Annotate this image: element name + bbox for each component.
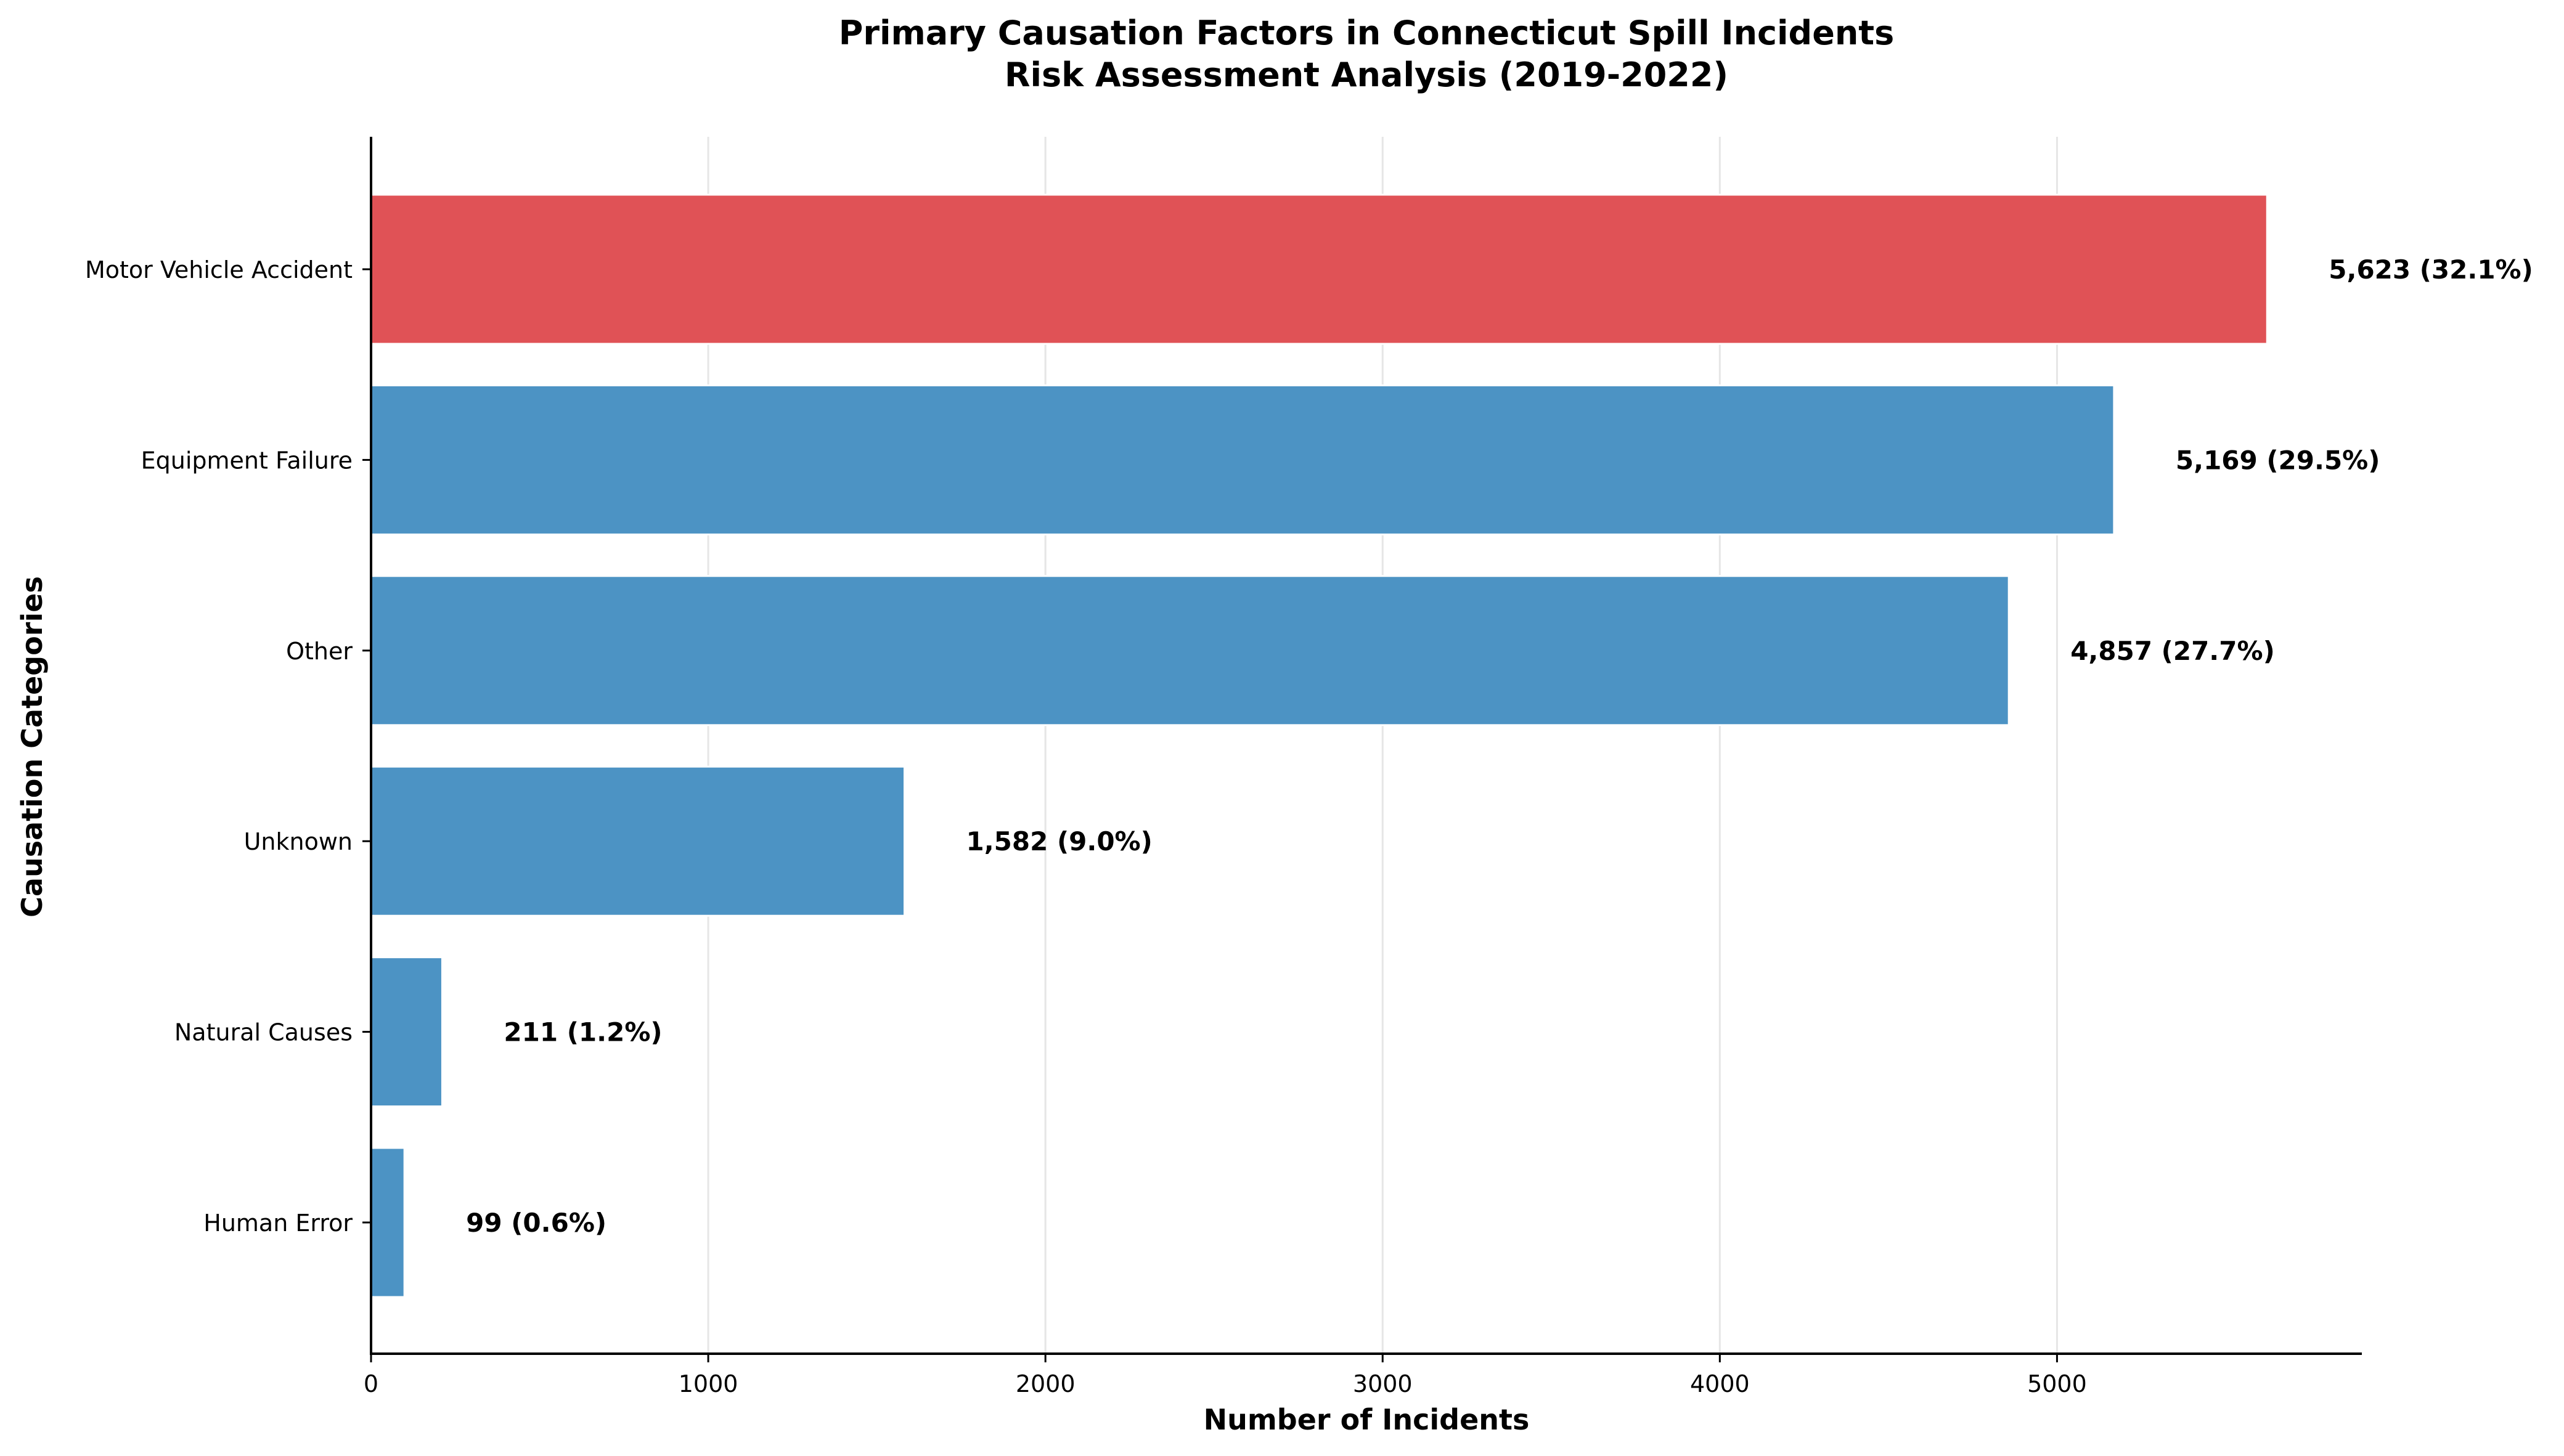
category-label: Other <box>286 638 353 665</box>
y-axis-label: Causation Categories <box>15 576 49 917</box>
x-tick-label: 1000 <box>679 1370 738 1397</box>
label-layer: 0 1000 2000 3000 4000 5000 Motor Vehicle Accid… <box>85 254 2533 1397</box>
x-axis-label: Number of Incidents <box>1204 1403 1530 1436</box>
value-label: 99 (0.6%) <box>466 1208 606 1238</box>
bar <box>370 575 2010 726</box>
value-label: 4,857 (27.7%) <box>2070 636 2275 666</box>
x-tick-label: 2000 <box>1016 1370 1076 1397</box>
category-label: Unknown <box>244 828 353 855</box>
x-tick-label: 4000 <box>1690 1370 1750 1397</box>
value-label: 5,623 (32.1%) <box>2329 254 2533 285</box>
category-label: Equipment Failure <box>141 447 353 474</box>
bar <box>370 193 2268 345</box>
bar <box>370 956 443 1108</box>
x-tick-label: 5000 <box>2027 1370 2087 1397</box>
category-label: Human Error <box>203 1210 353 1237</box>
bar <box>370 1147 406 1298</box>
category-label: Natural Causes <box>174 1019 353 1046</box>
bar <box>370 384 2115 535</box>
value-label: 1,582 (9.0%) <box>966 826 1152 856</box>
chart-title: Primary Causation Factors in Connecticut… <box>839 14 1894 52</box>
x-tick-label: 3000 <box>1353 1370 1413 1397</box>
bar <box>370 765 905 917</box>
axis-layer <box>370 137 2362 1355</box>
category-label: Motor Vehicle Accident <box>85 256 353 283</box>
value-label: 5,169 (29.5%) <box>2176 445 2380 475</box>
bar-layer <box>370 193 2268 1298</box>
value-label: 211 (1.2%) <box>504 1017 662 1047</box>
chart-subtitle: Risk Assessment Analysis (2019-2022) <box>1005 55 1728 94</box>
x-tick-label: 0 <box>364 1370 378 1397</box>
